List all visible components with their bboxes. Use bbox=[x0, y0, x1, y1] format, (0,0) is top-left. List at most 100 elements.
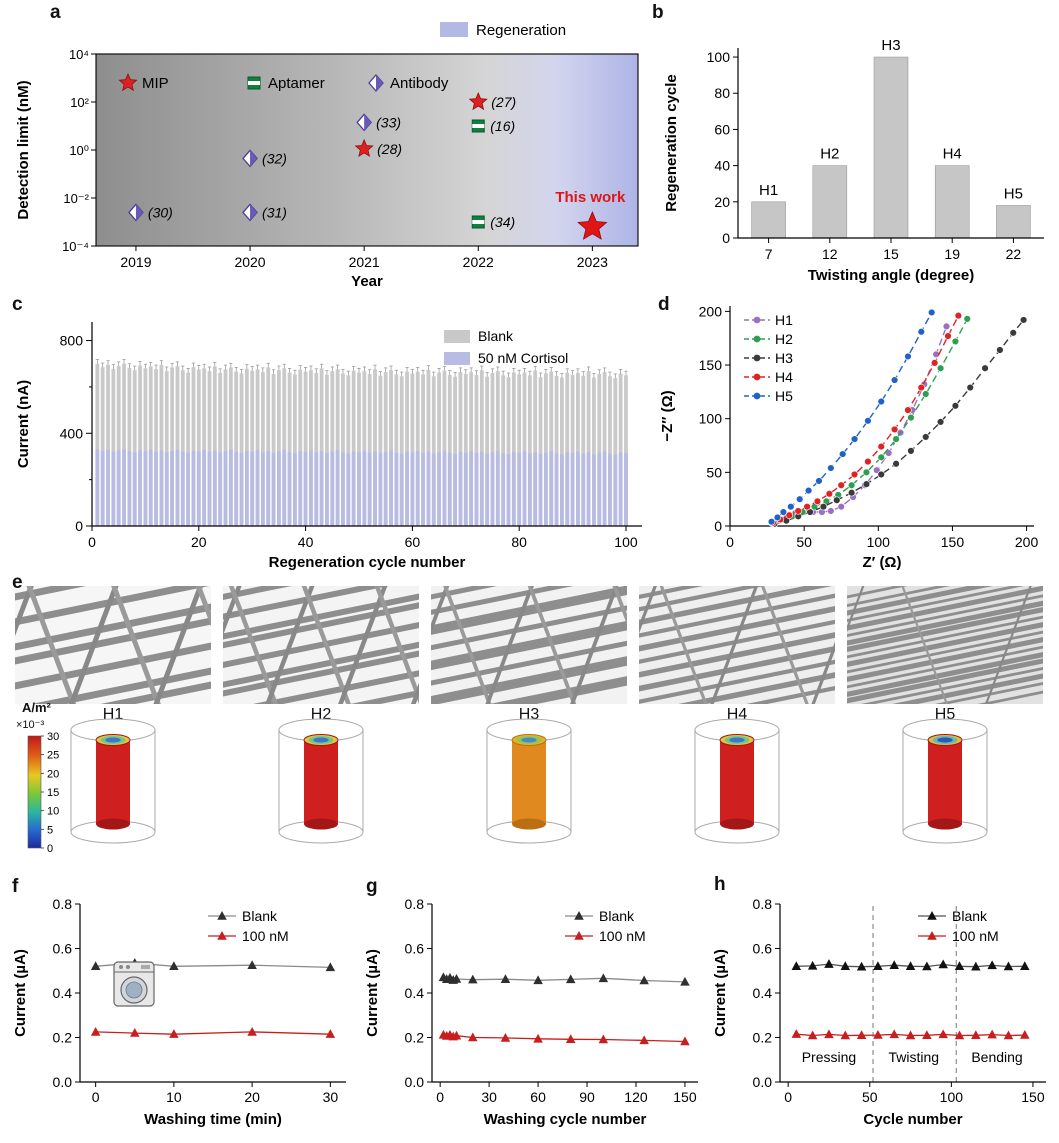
panel-label-c: c bbox=[12, 294, 23, 315]
svg-text:40: 40 bbox=[714, 158, 730, 174]
svg-text:0: 0 bbox=[722, 230, 730, 246]
panel-label-g: g bbox=[366, 876, 378, 897]
svg-text:0.4: 0.4 bbox=[53, 985, 73, 1001]
svg-text:20: 20 bbox=[714, 194, 730, 210]
svg-text:Twisting angle (degree): Twisting angle (degree) bbox=[808, 267, 974, 284]
svg-text:60: 60 bbox=[530, 1089, 546, 1105]
svg-text:0.8: 0.8 bbox=[405, 896, 425, 912]
svg-text:0: 0 bbox=[436, 1089, 444, 1105]
svg-text:15: 15 bbox=[47, 787, 59, 799]
svg-text:30: 30 bbox=[481, 1089, 497, 1105]
svg-text:30: 30 bbox=[47, 732, 59, 743]
svg-text:60: 60 bbox=[714, 121, 730, 137]
svg-text:0.0: 0.0 bbox=[53, 1074, 73, 1090]
svg-text:200: 200 bbox=[1015, 534, 1039, 550]
svg-text:100: 100 bbox=[707, 49, 731, 65]
panel-a-detection-limit-scatter-chart: Regeneration 2019 2020 2021 2022 2023 Year 10⁻⁴… bbox=[15, 22, 639, 290]
svg-text:2021: 2021 bbox=[349, 254, 380, 270]
svg-text:0: 0 bbox=[88, 534, 96, 550]
svg-text:100: 100 bbox=[614, 534, 638, 550]
svg-text:Regeneration cycle: Regeneration cycle bbox=[663, 74, 680, 212]
svg-text:0: 0 bbox=[75, 518, 83, 534]
svg-text:20: 20 bbox=[47, 768, 59, 780]
svg-text:(32): (32) bbox=[262, 150, 287, 166]
panel-label-d: d bbox=[658, 294, 670, 315]
svg-text:0.4: 0.4 bbox=[753, 985, 773, 1001]
svg-text:400: 400 bbox=[60, 425, 84, 441]
panel-label-h: h bbox=[714, 874, 726, 895]
svg-text:80: 80 bbox=[714, 85, 730, 101]
svg-text:10⁰: 10⁰ bbox=[69, 143, 89, 158]
svg-text:150: 150 bbox=[673, 1089, 697, 1105]
svg-text:Blank: Blank bbox=[599, 908, 635, 924]
svg-text:10: 10 bbox=[166, 1089, 182, 1105]
svg-text:50 nM Cortisol: 50 nM Cortisol bbox=[478, 350, 568, 366]
svg-text:H3: H3 bbox=[881, 37, 900, 54]
panel-b-regeneration-cycle-bar-chart: 0 20 40 60 80 100 H1 7 H2 12 H3 15 H4 19 H5 22 Twisting … bbox=[663, 37, 1044, 284]
svg-text:Current (µA): Current (µA) bbox=[712, 949, 729, 1037]
svg-text:0.6: 0.6 bbox=[405, 941, 425, 957]
svg-text:20: 20 bbox=[244, 1089, 260, 1105]
svg-text:(34): (34) bbox=[490, 214, 515, 230]
svg-text:H2: H2 bbox=[775, 331, 793, 347]
svg-text:(30): (30) bbox=[148, 204, 173, 220]
svg-text:(33): (33) bbox=[376, 114, 401, 130]
svg-text:150: 150 bbox=[699, 357, 723, 373]
svg-text:50: 50 bbox=[796, 534, 812, 550]
svg-text:60: 60 bbox=[405, 534, 421, 550]
svg-text:10²: 10² bbox=[70, 95, 89, 110]
panel-label-a: a bbox=[50, 2, 61, 23]
svg-text:2020: 2020 bbox=[234, 254, 265, 270]
svg-text:Cycle number: Cycle number bbox=[863, 1111, 962, 1128]
svg-text:0: 0 bbox=[784, 1089, 792, 1105]
svg-text:Twisting: Twisting bbox=[889, 1049, 940, 1065]
panel-label-e: e bbox=[12, 572, 23, 593]
svg-text:0: 0 bbox=[726, 534, 734, 550]
svg-text:Pressing: Pressing bbox=[802, 1049, 856, 1065]
panel-e-simulation-cylinder-h2 bbox=[278, 718, 364, 844]
svg-text:2023: 2023 bbox=[577, 254, 608, 270]
svg-text:This work: This work bbox=[555, 189, 626, 206]
panel-e-simulation-cylinder-h1 bbox=[70, 718, 156, 844]
svg-text:0: 0 bbox=[92, 1089, 100, 1105]
panel-label-b: b bbox=[652, 2, 664, 23]
svg-text:H1: H1 bbox=[775, 312, 793, 328]
svg-text:H5: H5 bbox=[1004, 185, 1023, 202]
svg-text:Aptamer: Aptamer bbox=[268, 75, 325, 92]
colorbar-scale-label: ×10⁻³ bbox=[16, 719, 45, 731]
svg-text:H4: H4 bbox=[943, 146, 962, 163]
svg-text:Current (µA): Current (µA) bbox=[12, 949, 29, 1037]
panel-c-regeneration-current-bar-chart: 0 20 40 60 80 100 0 400 800 Regeneration cycle nu… bbox=[15, 322, 642, 571]
svg-text:25: 25 bbox=[47, 750, 59, 762]
svg-text:2022: 2022 bbox=[463, 254, 494, 270]
svg-text:100: 100 bbox=[699, 411, 723, 427]
panel-d-nyquist-impedance-chart: 0 50 100 150 200 0 50 100 150 200 Z′ (Ω) −Z″ (Ω) H1 H… bbox=[659, 303, 1039, 571]
svg-text:Blank: Blank bbox=[242, 908, 278, 924]
svg-text:22: 22 bbox=[1006, 246, 1022, 262]
svg-text:0.4: 0.4 bbox=[405, 985, 425, 1001]
svg-text:H4: H4 bbox=[775, 369, 793, 385]
svg-text:0.6: 0.6 bbox=[753, 941, 773, 957]
svg-text:100: 100 bbox=[940, 1089, 964, 1105]
svg-text:19: 19 bbox=[944, 246, 960, 262]
panel-e-mesh-image-h2 bbox=[223, 586, 419, 704]
svg-text:90: 90 bbox=[579, 1089, 595, 1105]
svg-text:800: 800 bbox=[60, 333, 84, 349]
panel-e-mesh-image-h5 bbox=[847, 586, 1043, 704]
svg-text:H3: H3 bbox=[775, 350, 793, 366]
svg-text:Current (nA): Current (nA) bbox=[15, 380, 32, 468]
svg-text:12: 12 bbox=[822, 246, 838, 262]
svg-text:0.2: 0.2 bbox=[53, 1030, 73, 1046]
svg-text:30: 30 bbox=[323, 1089, 339, 1105]
svg-text:50: 50 bbox=[862, 1089, 878, 1105]
svg-text:100: 100 bbox=[867, 534, 891, 550]
svg-text:0.2: 0.2 bbox=[405, 1030, 425, 1046]
svg-text:100 nM: 100 nM bbox=[952, 928, 999, 944]
svg-text:0.8: 0.8 bbox=[53, 896, 73, 912]
svg-text:10⁻²: 10⁻² bbox=[63, 191, 89, 206]
svg-text:(31): (31) bbox=[262, 204, 287, 220]
svg-text:Blank: Blank bbox=[478, 328, 514, 344]
svg-text:150: 150 bbox=[1021, 1089, 1045, 1105]
svg-text:Current (µA): Current (µA) bbox=[364, 949, 381, 1037]
colorbar-title: A/m² bbox=[22, 700, 51, 715]
